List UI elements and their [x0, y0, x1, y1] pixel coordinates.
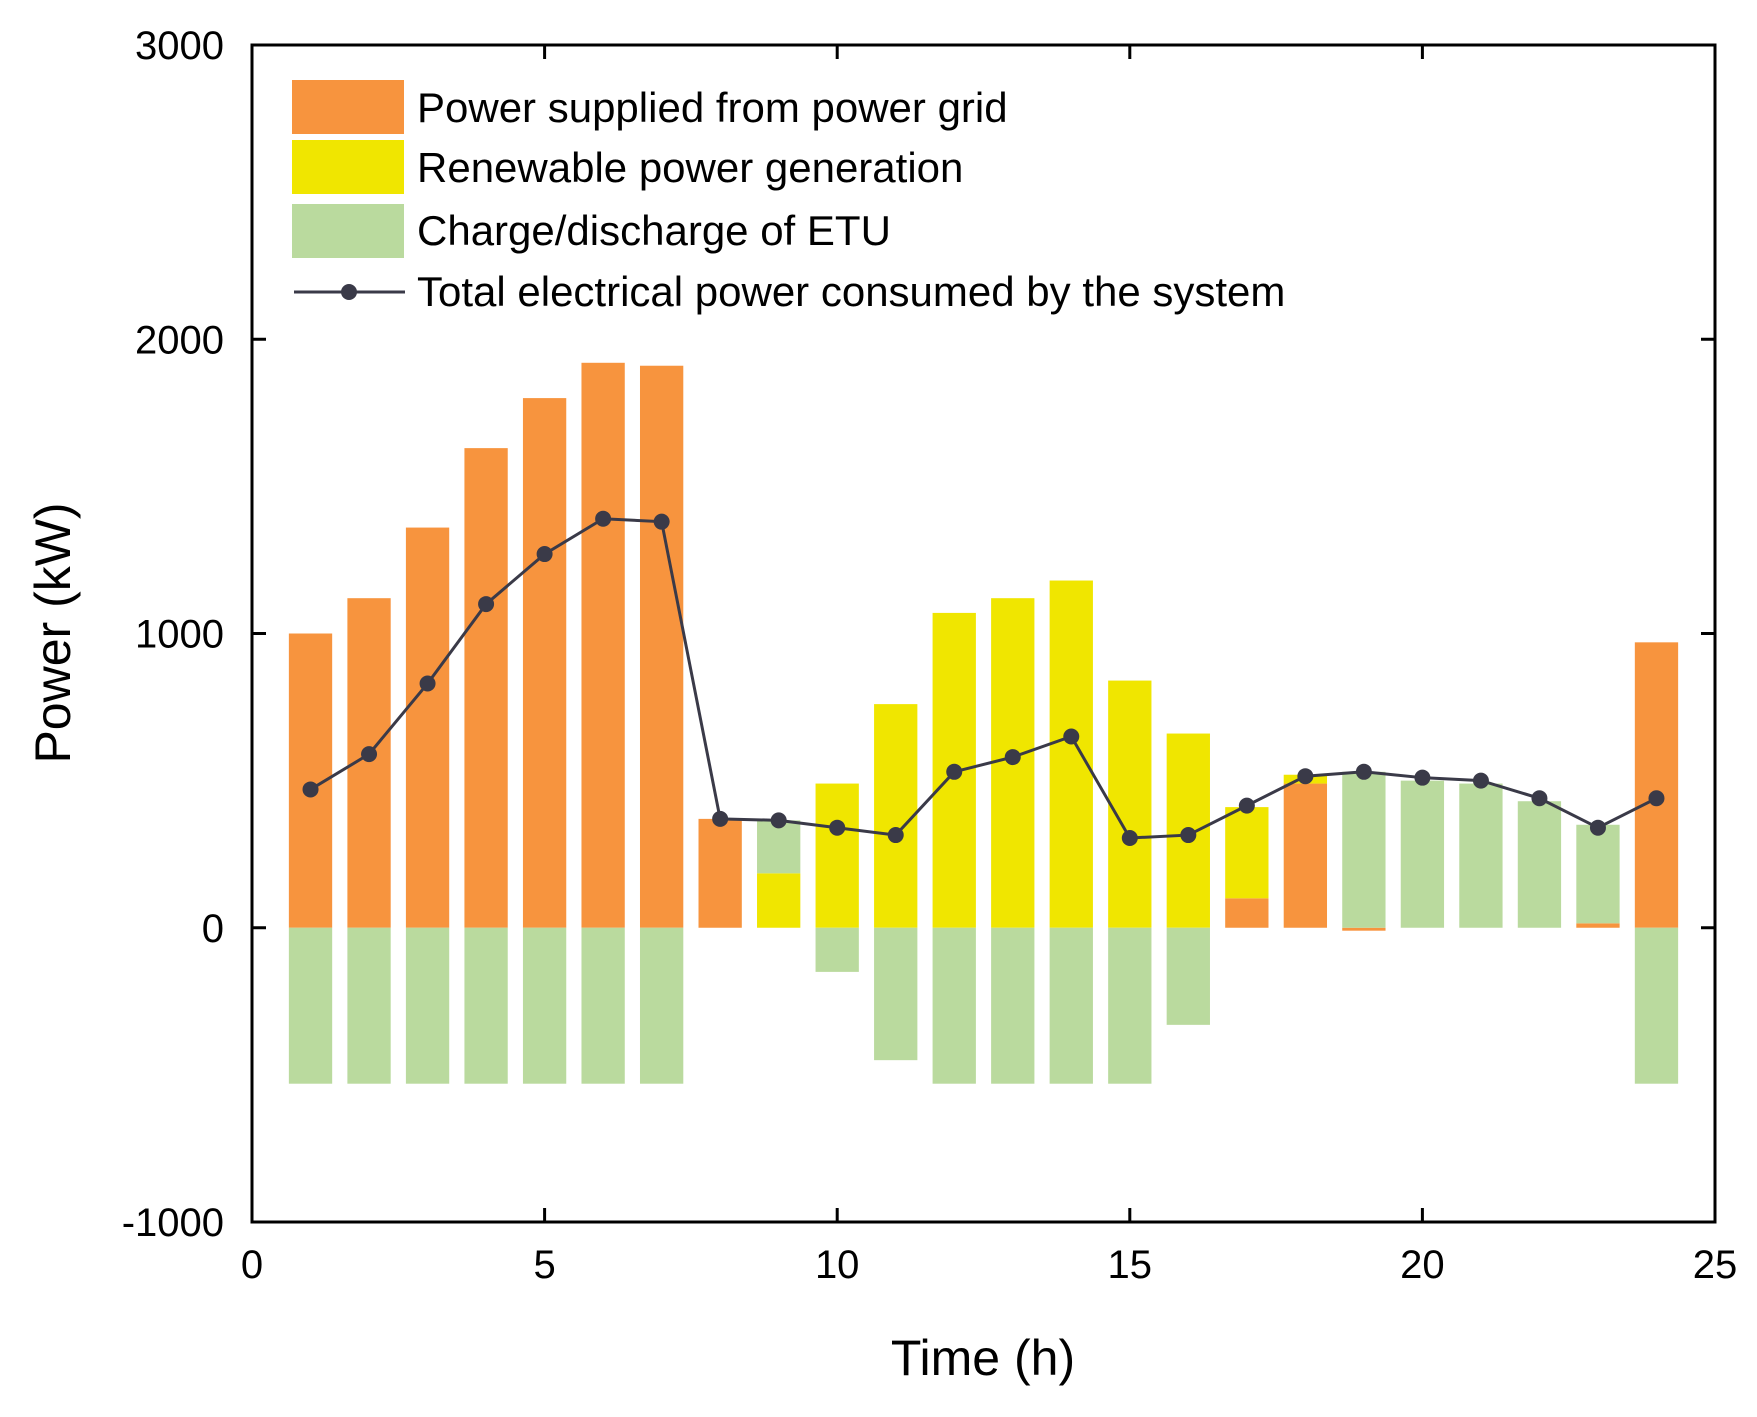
total-power-point-t2: [361, 746, 378, 763]
y-tick-label-2000: 2000: [135, 318, 224, 362]
y-tick-label-3000: 3000: [135, 24, 224, 68]
total-power-point-t11: [887, 827, 904, 844]
bar-s2-t20: [1400, 780, 1445, 928]
bar-s0-t23: [1576, 923, 1620, 928]
bar-s0-t8: [698, 818, 742, 928]
bar-s2-t9: [757, 820, 801, 874]
bar-s0-t17: [1225, 898, 1269, 928]
bar-s0-t7: [639, 365, 684, 928]
bars-layer: [288, 362, 1679, 1084]
legend-marker-total: [341, 284, 357, 300]
total-power-point-t19: [1355, 763, 1372, 780]
bar-s1-t14: [1049, 580, 1093, 928]
bar-s2-t16: [1166, 927, 1210, 1025]
bar-s2-t19: [1342, 771, 1386, 928]
y-tick-label-1000: 1000: [135, 613, 224, 657]
total-power-point-t15: [1121, 830, 1138, 847]
x-tick-label-10: 10: [815, 1243, 860, 1287]
bar-s1-t15: [1108, 680, 1152, 928]
total-power-point-t5: [536, 546, 553, 563]
total-power-point-t3: [419, 675, 436, 692]
legend-swatch-grid: [292, 80, 404, 134]
y-tick-label--1000: -1000: [122, 1201, 224, 1245]
total-power-point-t12: [946, 763, 963, 780]
total-power-point-t24: [1648, 790, 1665, 807]
total-power-point-t7: [653, 513, 670, 530]
x-tick-label-20: 20: [1400, 1243, 1445, 1287]
bar-s2-t1: [288, 927, 333, 1084]
bar-s2-t11: [874, 927, 918, 1061]
total-power-point-t21: [1472, 772, 1489, 789]
total-power-point-t10: [829, 819, 846, 836]
bar-s2-t2: [347, 927, 391, 1084]
bar-s0-t3: [405, 527, 450, 928]
legend-label-total: Total electrical power consumed by the s…: [417, 268, 1285, 315]
bar-s1-t17: [1225, 807, 1269, 899]
total-power-point-t23: [1589, 819, 1606, 836]
total-power-point-t16: [1180, 827, 1197, 844]
total-power-point-t18: [1297, 768, 1314, 785]
x-tick-label-15: 15: [1108, 1243, 1153, 1287]
x-tick-label-25: 25: [1693, 1243, 1738, 1287]
bar-s2-t14: [1049, 927, 1093, 1084]
bar-s2-t4: [464, 927, 508, 1084]
bar-s2-t6: [581, 927, 625, 1084]
legend-label-etu: Charge/discharge of ETU: [417, 207, 891, 254]
legend-swatch-etu: [292, 204, 404, 258]
bar-s2-t3: [405, 927, 450, 1084]
total-power-point-t6: [595, 510, 612, 527]
bar-s1-t9: [757, 873, 801, 928]
bar-s0-t18: [1283, 783, 1328, 928]
bar-s2-t5: [522, 927, 567, 1084]
y-tick-label-0: 0: [202, 907, 224, 951]
total-power-point-t8: [712, 810, 729, 827]
total-power-point-t4: [478, 596, 495, 613]
line-layer: [302, 510, 1665, 847]
bar-s2-t12: [932, 927, 976, 1084]
bar-s2-t22: [1517, 801, 1562, 928]
bar-s1-t10: [815, 783, 859, 928]
total-power-point-t20: [1414, 769, 1431, 786]
x-tick-label-0: 0: [241, 1243, 263, 1287]
total-power-point-t9: [770, 812, 787, 829]
y-axis-title: Power (kW): [25, 502, 81, 763]
legend-label-renewable: Renewable power generation: [417, 144, 963, 191]
bar-s0-t19: [1342, 927, 1386, 931]
bar-s2-t24: [1634, 927, 1679, 1084]
total-power-point-t17: [1238, 797, 1255, 814]
bar-s1-t11: [874, 704, 918, 928]
bar-s2-t23: [1576, 824, 1620, 924]
legend-swatch-renewable: [292, 140, 404, 194]
total-power-point-t14: [1063, 728, 1080, 745]
bar-s0-t5: [522, 398, 567, 928]
legend: Power supplied from power grid Renewable…: [292, 80, 1285, 315]
bar-s2-t7: [639, 927, 684, 1084]
bar-s0-t24: [1634, 642, 1679, 928]
bar-s0-t4: [464, 448, 508, 928]
total-power-line: [309, 517, 1658, 840]
x-axis-title: Time (h): [891, 1330, 1075, 1386]
ticks-layer: 0 5 10 15 20 25 -1000 0 1000 2000 3000: [122, 24, 1738, 1287]
bar-s0-t6: [581, 362, 625, 928]
legend-label-grid: Power supplied from power grid: [417, 84, 1008, 131]
total-power-point-t1: [302, 781, 319, 798]
x-tick-label-5: 5: [533, 1243, 555, 1287]
total-power-point-t22: [1531, 790, 1548, 807]
bar-s2-t10: [815, 927, 859, 972]
bar-s2-t13: [991, 927, 1035, 1084]
bar-s2-t21: [1459, 783, 1503, 928]
total-power-point-t13: [1004, 749, 1021, 766]
bar-s2-t15: [1108, 927, 1152, 1084]
